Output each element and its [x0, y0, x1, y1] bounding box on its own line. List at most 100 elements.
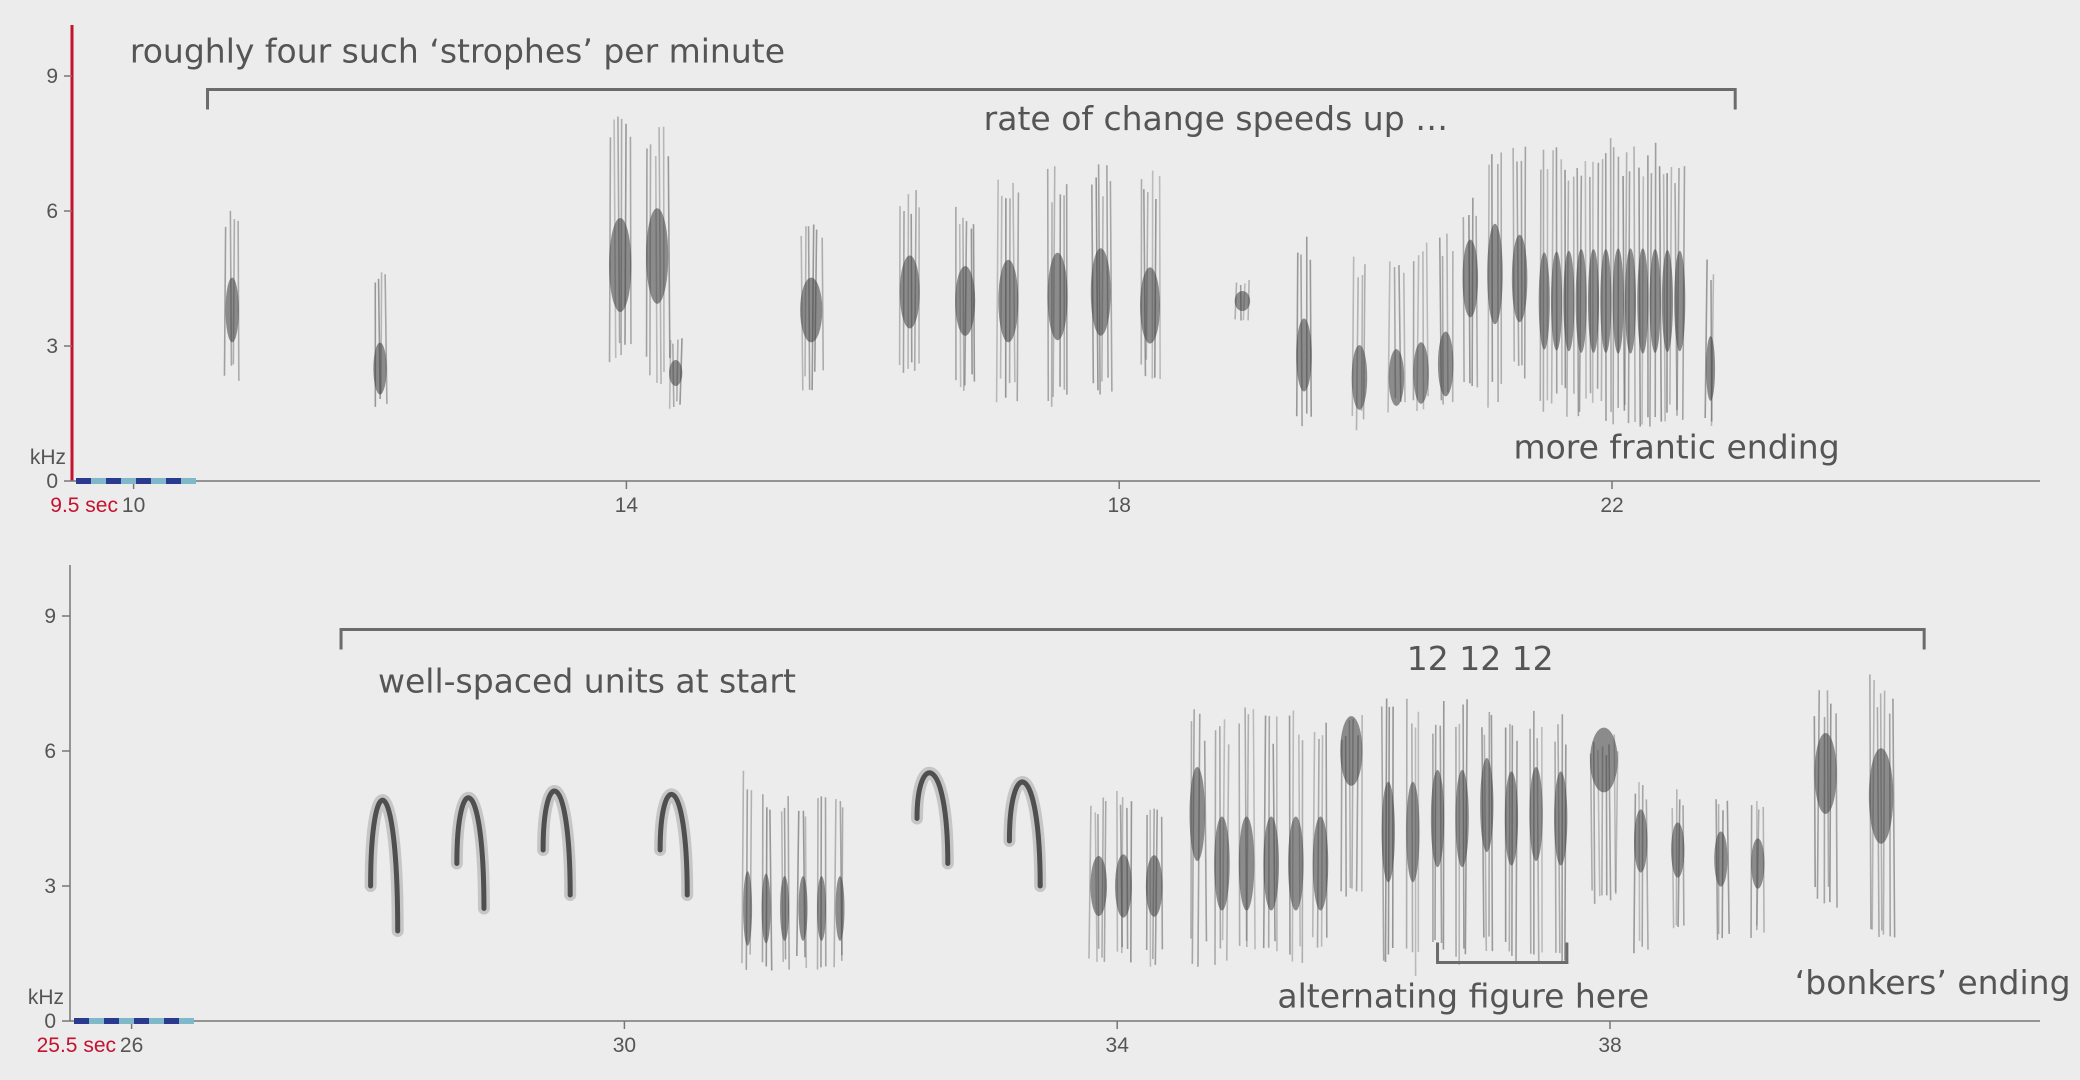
annotation-bracket — [339, 628, 1926, 650]
song-unit — [1380, 698, 1395, 962]
y-tick-label: 9 — [46, 65, 58, 88]
unit-streak — [1252, 709, 1256, 950]
song-unit — [1430, 700, 1445, 950]
unit-streak — [1645, 799, 1649, 950]
song-unit — [537, 785, 577, 901]
x-tick-label: 22 — [1600, 494, 1623, 517]
unit-core — [373, 342, 387, 395]
playback-segment — [164, 1018, 179, 1024]
unit-streak — [1158, 176, 1161, 380]
song-unit — [1554, 714, 1568, 964]
song-unit — [1214, 719, 1230, 965]
playback-segment — [74, 1018, 89, 1024]
unit-streak — [1462, 217, 1465, 382]
unit-core — [1511, 234, 1528, 323]
unit-core — [1430, 769, 1445, 868]
x-tick-label: 38 — [1598, 1034, 1621, 1057]
song-unit — [1589, 727, 1619, 904]
annotation-bracket — [1436, 942, 1569, 964]
unit-core — [835, 876, 845, 941]
y-unit-label: kHz — [30, 446, 66, 469]
song-unit — [898, 190, 920, 373]
song-unit — [816, 796, 827, 970]
song-unit — [761, 794, 773, 971]
song-unit — [223, 210, 240, 381]
unit-core — [1214, 816, 1230, 911]
unit-core — [1480, 758, 1494, 852]
annotation-text: alternating figure here — [1277, 977, 1649, 1016]
x-tick-label: 26 — [120, 1034, 143, 1057]
unit-streak — [1633, 793, 1637, 954]
song-unit — [364, 794, 404, 937]
song-unit — [1262, 715, 1279, 952]
unit-streak — [1515, 740, 1518, 964]
unit-core — [1868, 748, 1894, 844]
unit-core — [1624, 248, 1637, 354]
unit-trace — [657, 791, 690, 898]
playback-segment — [104, 1018, 119, 1024]
unit-streak — [1402, 272, 1406, 403]
unit-streak — [1109, 181, 1113, 392]
song-unit — [1405, 698, 1420, 976]
unit-trace — [454, 795, 487, 911]
unit-core — [761, 873, 771, 944]
song-unit — [1868, 674, 1896, 938]
playback-segment — [121, 478, 136, 484]
song-unit — [1295, 236, 1313, 427]
unit-streak — [1589, 753, 1593, 891]
unit-streak — [1622, 175, 1626, 411]
unit-core — [1263, 816, 1279, 911]
song-unit — [1090, 164, 1113, 395]
unit-core — [1714, 831, 1728, 887]
playback-strip — [74, 1018, 194, 1024]
song-unit — [1633, 782, 1649, 954]
playback-segment — [119, 1018, 134, 1024]
song-unit — [1504, 723, 1519, 964]
unit-core — [1634, 809, 1648, 873]
song-unit — [955, 206, 976, 391]
unit-streak — [1262, 715, 1267, 949]
start-time-label: 9.5 sec — [50, 494, 118, 517]
annotation-bracket — [206, 88, 1737, 110]
annotation-text: roughly four such ‘strophes’ per minute — [130, 32, 785, 71]
unit-core — [1238, 816, 1255, 911]
playback-segment — [76, 478, 91, 484]
unit-core — [1189, 767, 1206, 861]
unit-core — [800, 277, 823, 343]
unit-trace — [368, 797, 401, 934]
song-unit — [1511, 146, 1528, 379]
unit-core — [646, 208, 669, 304]
song-unit — [911, 767, 954, 870]
song-unit — [741, 770, 753, 970]
unit-core — [1145, 855, 1163, 917]
song-unit — [780, 796, 790, 970]
annotation-text: well-spaced units at start — [378, 662, 796, 701]
unit-core — [743, 871, 753, 946]
unit-streak — [629, 136, 632, 345]
song-unit — [1612, 147, 1626, 425]
unit-core — [1140, 267, 1160, 344]
unit-core — [1637, 248, 1649, 354]
playback-segment — [134, 1018, 149, 1024]
song-unit — [1674, 166, 1686, 420]
song-unit — [654, 788, 694, 901]
song-unit — [1046, 166, 1068, 407]
song-unit — [1600, 138, 1612, 421]
song-unit — [1462, 197, 1479, 388]
spectrogram-panel-top: 0 3 6 9 kHz 10 14 18 22 9.5 sec roughly four such … — [30, 25, 2040, 517]
unit-core — [225, 277, 239, 343]
song-unit — [1088, 797, 1108, 962]
unit-core — [1661, 249, 1673, 353]
unit-core — [1455, 769, 1469, 868]
unit-core — [1551, 251, 1563, 351]
song-unit — [1563, 169, 1575, 417]
song-unit — [1587, 161, 1600, 403]
unit-core — [1115, 854, 1132, 918]
song-unit — [668, 338, 683, 409]
unit-core — [798, 876, 808, 941]
unit-core — [1381, 781, 1395, 883]
song-unit — [1238, 707, 1256, 950]
unit-core — [1406, 781, 1420, 883]
unit-core — [1671, 822, 1685, 878]
unit-streak — [1892, 698, 1896, 938]
